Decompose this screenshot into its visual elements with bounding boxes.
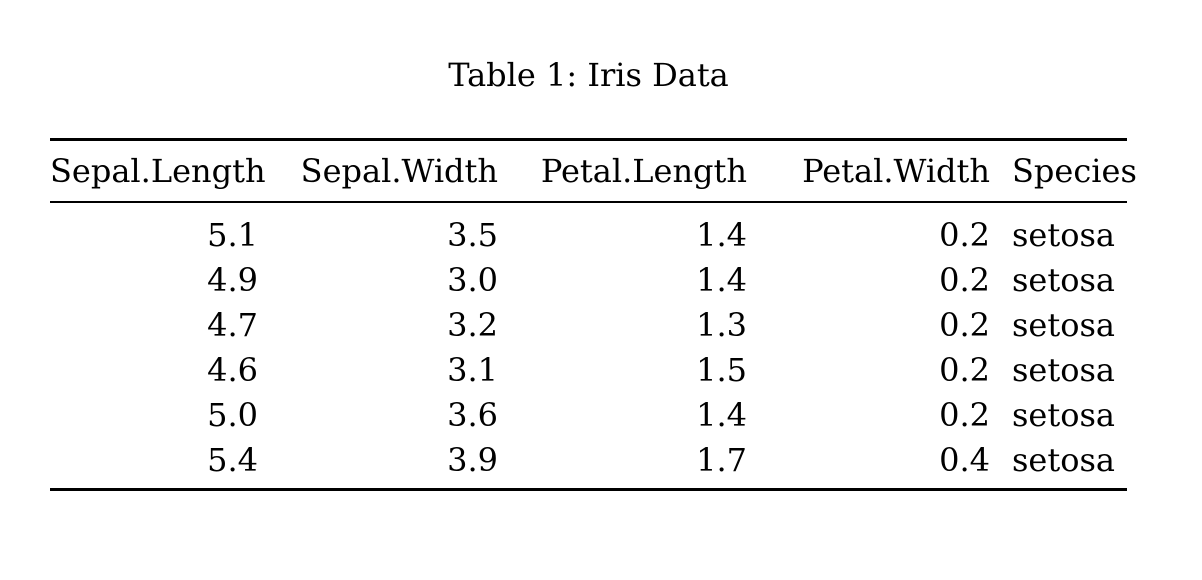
column-header-sepal-width: Sepal.Width [258, 139, 498, 203]
table-cell: 1.4 [696, 395, 747, 434]
table-cell: 5.1 [207, 215, 258, 254]
table-cell: 0.2 [939, 260, 990, 299]
table-cell: 4.7 [207, 305, 258, 344]
iris-data-table: Sepal.Length Sepal.Width Petal.Length Pe… [50, 138, 1137, 491]
table-cell: 3.9 [447, 440, 498, 479]
table-cell: setosa [1012, 440, 1115, 479]
table-cell: 0.4 [939, 440, 990, 479]
table-cell: 0.2 [939, 395, 990, 434]
table-cell: 5.0 [207, 395, 258, 434]
table-cell: setosa [1012, 260, 1115, 299]
table-cell: 3.1 [447, 350, 498, 389]
table-cell: 4.9 [207, 260, 258, 299]
header-row: Sepal.Length Sepal.Width Petal.Length Pe… [50, 139, 1137, 203]
table-cell: 1.3 [696, 305, 747, 344]
table-body: 5.1 3.5 1.4 0.2 setosa 4.9 3.0 1.4 0.2 s… [50, 202, 1127, 490]
column-header-petal-width: Petal.Width [747, 139, 990, 203]
table-cell: 3.5 [447, 215, 498, 254]
table-cell: setosa [1012, 395, 1115, 434]
table-cell: 1.7 [696, 440, 747, 479]
table-row: 5.0 3.6 1.4 0.2 setosa [50, 392, 1127, 437]
table-caption: Table 1: Iris Data [448, 56, 729, 94]
table-cell: 1.4 [696, 260, 747, 299]
table-cell: setosa [1012, 350, 1115, 389]
table-row: 5.4 3.9 1.7 0.4 setosa [50, 437, 1127, 490]
table-cell: 4.6 [207, 350, 258, 389]
table-cell: 3.0 [447, 260, 498, 299]
table-cell: 3.2 [447, 305, 498, 344]
table-row: 4.6 3.1 1.5 0.2 setosa [50, 347, 1127, 392]
table-cell: 1.5 [696, 350, 747, 389]
table-row: 5.1 3.5 1.4 0.2 setosa [50, 202, 1127, 257]
table-cell: 0.2 [939, 305, 990, 344]
table-cell: setosa [1012, 215, 1115, 254]
table-cell: 0.2 [939, 350, 990, 389]
table-cell: 3.6 [447, 395, 498, 434]
table-cell: 1.4 [696, 215, 747, 254]
column-header-species: Species [990, 139, 1137, 203]
table-row: 4.9 3.0 1.4 0.2 setosa [50, 257, 1127, 302]
table-header: Sepal.Length Sepal.Width Petal.Length Pe… [50, 139, 1137, 203]
column-header-petal-length: Petal.Length [498, 139, 747, 203]
table-row: 4.7 3.2 1.3 0.2 setosa [50, 302, 1127, 347]
table-cell: setosa [1012, 305, 1115, 344]
table-cell: 0.2 [939, 215, 990, 254]
column-header-sepal-length: Sepal.Length [50, 139, 266, 203]
table-cell: 5.4 [207, 440, 258, 479]
